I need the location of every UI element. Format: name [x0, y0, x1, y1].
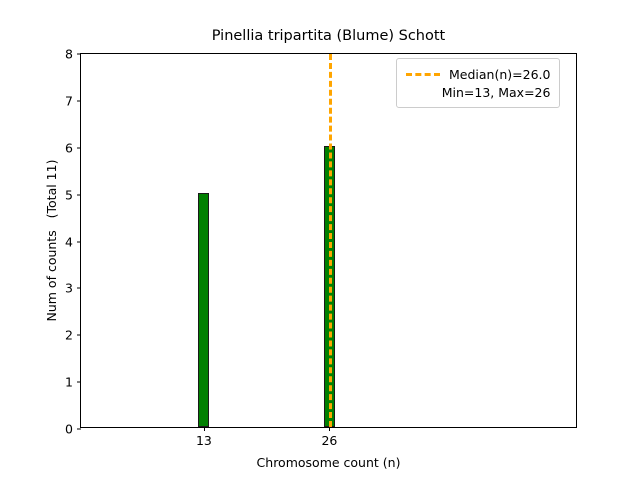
- ytick-mark-7: [77, 100, 81, 102]
- ytick-mark-6: [77, 147, 81, 149]
- median-line: [329, 54, 333, 427]
- ytick-mark-2: [77, 334, 81, 336]
- ytick-label-4: 4: [65, 234, 73, 249]
- ytick-label-7: 7: [65, 93, 73, 109]
- x-axis-label: Chromosome count (n): [256, 455, 401, 470]
- plot-area: 0 1 2 3 4 5 6 7 8 13 26: [65, 47, 577, 448]
- xtick-mark-26: [329, 427, 331, 431]
- xtick-label-26: 26: [321, 433, 338, 448]
- ytick-label-5: 5: [65, 187, 73, 203]
- legend-label-median: Median(n)=26.0: [449, 66, 551, 82]
- xtick-mark-13: [203, 427, 205, 431]
- ytick-label-8: 8: [65, 46, 73, 62]
- legend-row-median: Median(n)=26.0: [406, 65, 550, 83]
- legend-row-minmax: Min=13, Max=26: [406, 83, 551, 101]
- xtick-label-13: 13: [195, 433, 212, 448]
- dashed-line-icon: [406, 72, 440, 76]
- bar-13: [198, 192, 210, 427]
- ytick-mark-4: [77, 241, 81, 242]
- ytick-label-3: 3: [65, 280, 73, 296]
- chart-title: Pinellia tripartita (Blume) Schott: [211, 28, 446, 44]
- ytick-label-0: 0: [65, 421, 73, 437]
- ytick-label-1: 1: [65, 374, 73, 390]
- ytick-mark-8: [77, 53, 81, 55]
- y-axis-label: Num of counts (Total 11): [44, 159, 59, 322]
- ytick-label-6: 6: [65, 140, 73, 156]
- legend: Median(n)=26.0 Min=13, Max=26: [396, 58, 561, 108]
- ytick-mark-3: [77, 287, 81, 289]
- ytick-mark-5: [77, 194, 81, 196]
- ytick-mark-0: [77, 428, 81, 430]
- legend-label-minmax: Min=13, Max=26: [441, 84, 551, 100]
- bars-layer: [81, 54, 576, 427]
- ytick-label-2: 2: [65, 327, 73, 343]
- ytick-mark-1: [77, 381, 81, 383]
